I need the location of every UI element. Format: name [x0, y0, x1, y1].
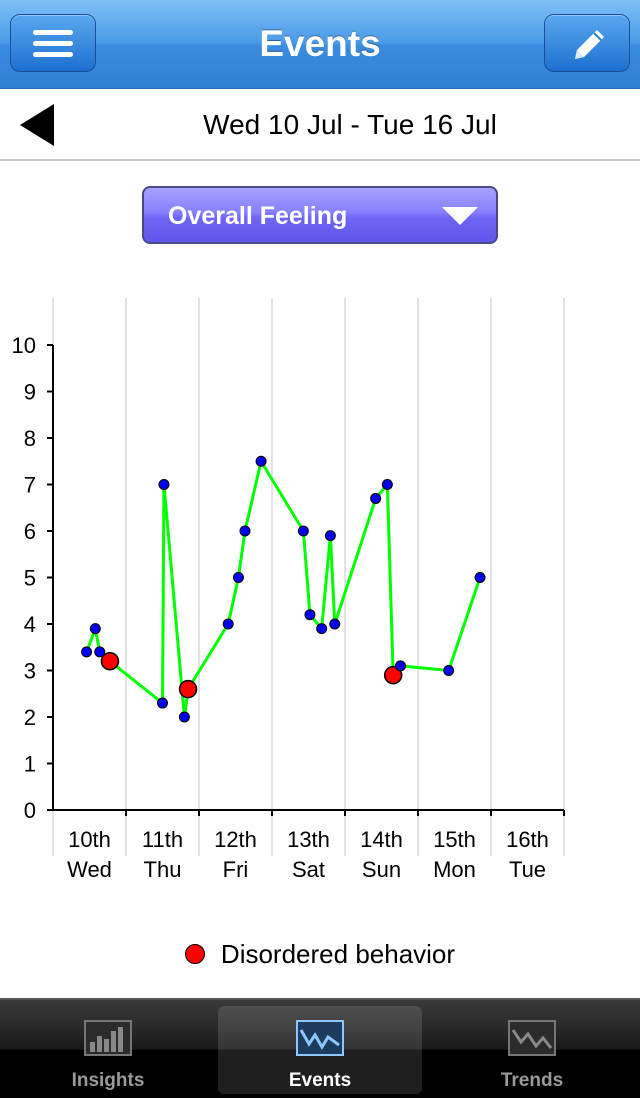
data-point: [255, 455, 267, 467]
data-point: [443, 665, 455, 676]
date-range-label: Wed 10 Jul - Tue 16 Jul: [203, 109, 497, 140]
trend-chart-icon: [508, 1020, 556, 1056]
y-tick-label: 5: [24, 566, 36, 591]
data-point: [157, 697, 168, 709]
data-point: [222, 618, 234, 630]
tab-trends[interactable]: Trends: [430, 1006, 634, 1094]
data-point: [158, 479, 170, 490]
tab-insights[interactable]: Insights: [6, 1006, 210, 1094]
pencil-icon: [575, 30, 604, 59]
chart-legend: Disordered behavior: [0, 932, 640, 976]
tab-bar: Insights Events Trends: [0, 998, 640, 1098]
data-point: [329, 618, 341, 630]
x-tick-label-day: 14th: [360, 827, 403, 852]
x-tick-label-weekday: Tue: [509, 857, 546, 882]
x-tick-label-weekday: Thu: [144, 857, 182, 882]
edit-button[interactable]: [544, 14, 630, 72]
dropdown-triangle-icon: [442, 207, 478, 225]
data-point: [89, 623, 101, 635]
date-navigation: Wed 10 Jul - Tue 16 Jul: [0, 89, 640, 161]
data-point: [474, 572, 486, 583]
x-tick-label-weekday: Wed: [67, 857, 112, 882]
x-tick-label-weekday: Sun: [362, 857, 401, 882]
x-tick-label-weekday: Sat: [292, 857, 325, 882]
x-tick-label-day: 15th: [433, 827, 476, 852]
x-tick-label-weekday: Mon: [433, 857, 476, 882]
menu-icon: [33, 30, 73, 57]
tab-events-label: Events: [288, 1070, 352, 1091]
y-tick-label: 1: [24, 752, 36, 777]
data-point: [232, 572, 244, 583]
feeling-chart: 0 1 2 3 4 5 6 7 8 9 10 10th Wed 11th Thu 12th Fri 13th Sat…: [12, 298, 565, 882]
data-point: [394, 660, 406, 672]
x-tick-label-day: 11th: [142, 827, 183, 852]
y-tick-label: 9: [24, 380, 36, 405]
line-chart-icon: [296, 1020, 344, 1056]
y-tick-label: 8: [24, 426, 36, 451]
x-tick-label-day: 16th: [506, 827, 549, 852]
bar-chart-icon: [84, 1020, 132, 1056]
data-point: [178, 711, 190, 723]
x-tick-label-day: 10th: [68, 827, 111, 852]
data-point: [381, 479, 393, 490]
legend-label: Disordered behavior: [220, 938, 456, 969]
data-point: [81, 646, 93, 658]
y-tick-label: 10: [12, 333, 36, 358]
data-point: [304, 609, 316, 621]
navigation-bar: Events: [0, 0, 640, 89]
tab-insights-label: Insights: [71, 1070, 145, 1091]
disordered-point: [100, 651, 120, 671]
legend-marker: [184, 944, 205, 964]
disordered-point: [383, 665, 403, 685]
tab-trends-label: Trends: [500, 1070, 564, 1091]
data-point: [94, 646, 106, 658]
data-point: [370, 492, 382, 504]
tab-events[interactable]: Events: [218, 1006, 422, 1094]
data-point: [316, 623, 328, 635]
y-tick-label: 6: [24, 519, 36, 544]
y-tick-label: 3: [24, 659, 36, 684]
data-point: [239, 525, 251, 537]
y-tick-label: 4: [24, 612, 36, 637]
x-tick-label-day: 13th: [287, 827, 330, 852]
menu-button[interactable]: [10, 14, 96, 72]
x-tick-label-weekday: Fri: [223, 857, 249, 882]
disordered-point: [178, 679, 198, 699]
back-arrow-icon[interactable]: [18, 104, 56, 146]
metric-selector-label: Overall Feeling: [168, 202, 348, 230]
series-line: [85, 457, 482, 718]
y-tick-label: 2: [24, 705, 36, 730]
y-tick-label: 0: [24, 798, 36, 823]
data-point: [297, 525, 309, 537]
x-tick-label-day: 12th: [214, 827, 257, 852]
page-title: Events: [259, 23, 381, 64]
y-tick-label: 7: [24, 473, 36, 498]
data-point: [324, 530, 336, 542]
metric-selector[interactable]: Overall Feeling: [142, 186, 498, 244]
